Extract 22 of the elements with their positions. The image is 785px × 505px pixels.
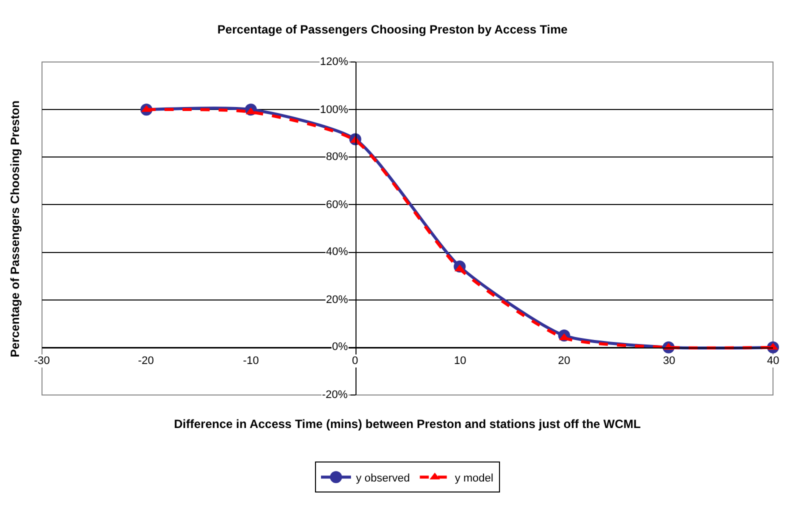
legend-label: y model: [454, 472, 494, 484]
x-tick-label: 20: [558, 355, 570, 367]
y-tick-label: 80%: [326, 151, 348, 163]
chart-title: Percentage of Passengers Choosing Preston by Access Time: [217, 22, 568, 37]
x-tick-label: 40: [767, 355, 780, 367]
y-tick-label: 20%: [326, 294, 348, 306]
y-tick-label: 60%: [326, 199, 348, 211]
y-tick-label: 100%: [320, 104, 348, 116]
x-tick-label: 0: [352, 355, 358, 367]
x-tick-label: -10: [243, 355, 259, 367]
legend-label: y observed: [356, 472, 410, 484]
point: [454, 264, 465, 272]
y-tick-label: 0%: [332, 341, 348, 353]
x-tick-label: -20: [138, 355, 154, 367]
x-axis-title: Difference in Access Time (mins) between Preston and stations just off the WCML: [174, 417, 641, 431]
y-tick-label: -20%: [322, 389, 348, 401]
y-tick-label: 120%: [320, 56, 348, 68]
y-tick-label: 40%: [326, 246, 348, 258]
y-axis-title: Percentage of Passengers Choosing Preston: [8, 100, 22, 358]
x-tick-label: 10: [454, 355, 466, 367]
x-tick-label: -30: [34, 355, 50, 367]
x-tick-label: 30: [663, 355, 676, 367]
